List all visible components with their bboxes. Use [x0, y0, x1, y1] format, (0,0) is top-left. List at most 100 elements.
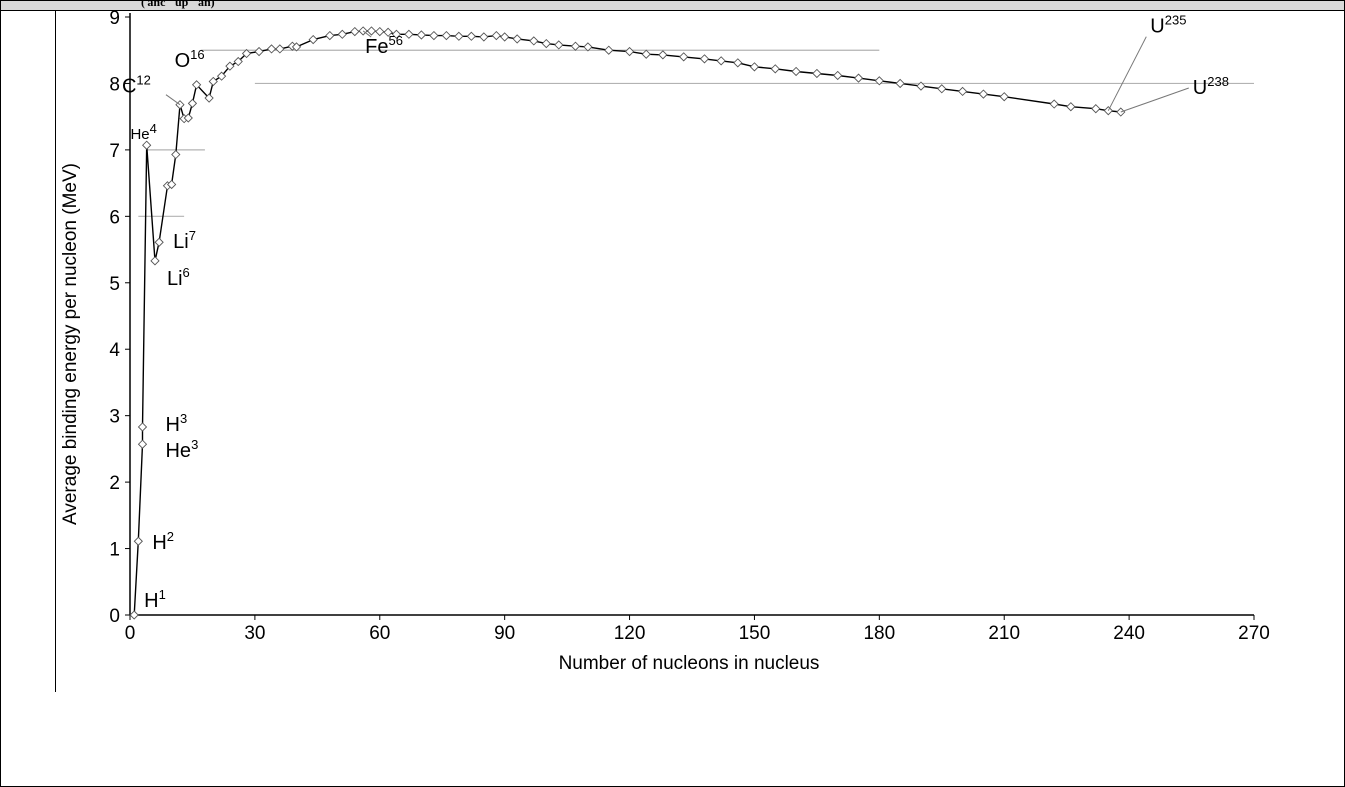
x-axis-label: Number of nucleons in nucleus [559, 653, 820, 674]
data-point [812, 68, 822, 79]
data-point [183, 113, 193, 123]
y-tick-label: 1 [109, 540, 120, 561]
tick-labels: 0 30 60 90 120 150 180 210 240 270 0 1 2 3 4 5 6 7 8 9 [109, 8, 1269, 644]
annotation-label: He4 [130, 121, 156, 143]
data-point [658, 50, 668, 60]
annotation-leader [1107, 36, 1147, 111]
data-point [429, 30, 439, 41]
data-point [337, 29, 347, 39]
data-point [366, 26, 377, 36]
annotation-leader [165, 94, 181, 106]
data-point [749, 62, 760, 72]
data-point [233, 56, 243, 67]
data-point [191, 80, 202, 90]
data-point [770, 64, 780, 74]
data-point [999, 92, 1009, 102]
data-point [150, 256, 160, 266]
data-point [641, 49, 651, 59]
data-point [375, 26, 385, 37]
annotation-label: U235 [1150, 13, 1186, 38]
x-tick-label: 150 [739, 623, 771, 644]
y-tick-label: 8 [109, 74, 120, 95]
data-point [916, 81, 926, 91]
header-divider [1, 10, 1344, 11]
data-line [133, 30, 1121, 616]
annotation-label: Li6 [167, 265, 190, 290]
data-point [187, 98, 198, 109]
annotation-label: Fe56 [365, 33, 403, 58]
data-point [350, 26, 360, 37]
data-point [291, 42, 302, 52]
y-axis-label: Average binding energy per nucleon (MeV) [60, 163, 81, 525]
data-point [454, 31, 464, 41]
y-tick-label: 6 [109, 207, 120, 228]
data-point [957, 86, 968, 97]
data-point [208, 76, 218, 87]
data-point [512, 34, 522, 44]
data-point [254, 46, 264, 57]
y-tick-label: 2 [109, 473, 120, 494]
annotation-label: C12 [122, 73, 151, 98]
x-tick-label: 210 [988, 623, 1020, 644]
series [129, 26, 1126, 620]
left-rule [55, 11, 56, 692]
x-tick-label: 30 [244, 623, 265, 644]
data-point [978, 89, 989, 99]
data-point [529, 36, 539, 46]
data-point [833, 70, 843, 81]
data-point [1091, 104, 1101, 114]
annotation-label: H1 [144, 587, 166, 612]
data-point [416, 30, 427, 40]
y-tick-label: 9 [109, 8, 120, 29]
data-point [624, 46, 635, 57]
data-point [699, 54, 710, 64]
data-point [142, 140, 152, 150]
data-point [679, 52, 689, 62]
x-tick-label: 90 [494, 623, 515, 644]
annotation-label: U238 [1193, 74, 1229, 99]
annotation-label: He3 [165, 437, 198, 462]
data-point [874, 76, 884, 86]
annotation-leader [362, 30, 372, 38]
data-point [133, 536, 143, 546]
axes [129, 13, 1254, 616]
header-text: ( anc up an) [141, 1, 215, 9]
data-point [137, 439, 148, 449]
data-point [241, 48, 252, 59]
data-point [791, 66, 801, 77]
data-point [554, 40, 564, 50]
y-tick-label: 5 [109, 274, 120, 295]
annotation-label: H2 [152, 529, 174, 554]
data-point [479, 32, 489, 42]
data-point [275, 44, 285, 54]
data-point [404, 29, 414, 39]
data-point [171, 149, 181, 160]
data-point [204, 93, 214, 103]
annotation-label: O16 [175, 47, 205, 72]
annotation-label: H3 [165, 411, 187, 436]
data-point [541, 38, 551, 49]
data-point [500, 32, 510, 42]
x-tick-label: 120 [614, 623, 646, 644]
data-point [895, 78, 905, 89]
data-point [604, 45, 614, 55]
data-point [166, 179, 177, 190]
data-point [466, 31, 476, 41]
x-tick-label: 240 [1113, 623, 1145, 644]
reference-lines [138, 49, 1254, 217]
data-point [129, 610, 139, 620]
y-tick-label: 7 [109, 141, 120, 162]
annotation-label: Li7 [173, 228, 196, 253]
data-point [716, 56, 726, 66]
data-point [154, 237, 164, 247]
header-bar: ( anc up an) [1, 1, 1344, 10]
data-point [391, 29, 402, 39]
data-point [583, 42, 593, 52]
x-tick-label: 180 [863, 623, 895, 644]
x-tick-label: 0 [125, 623, 136, 644]
data-point [383, 27, 393, 37]
data-point [308, 34, 318, 45]
data-point [491, 30, 501, 41]
data-point [1049, 99, 1059, 109]
data-point [441, 30, 452, 41]
